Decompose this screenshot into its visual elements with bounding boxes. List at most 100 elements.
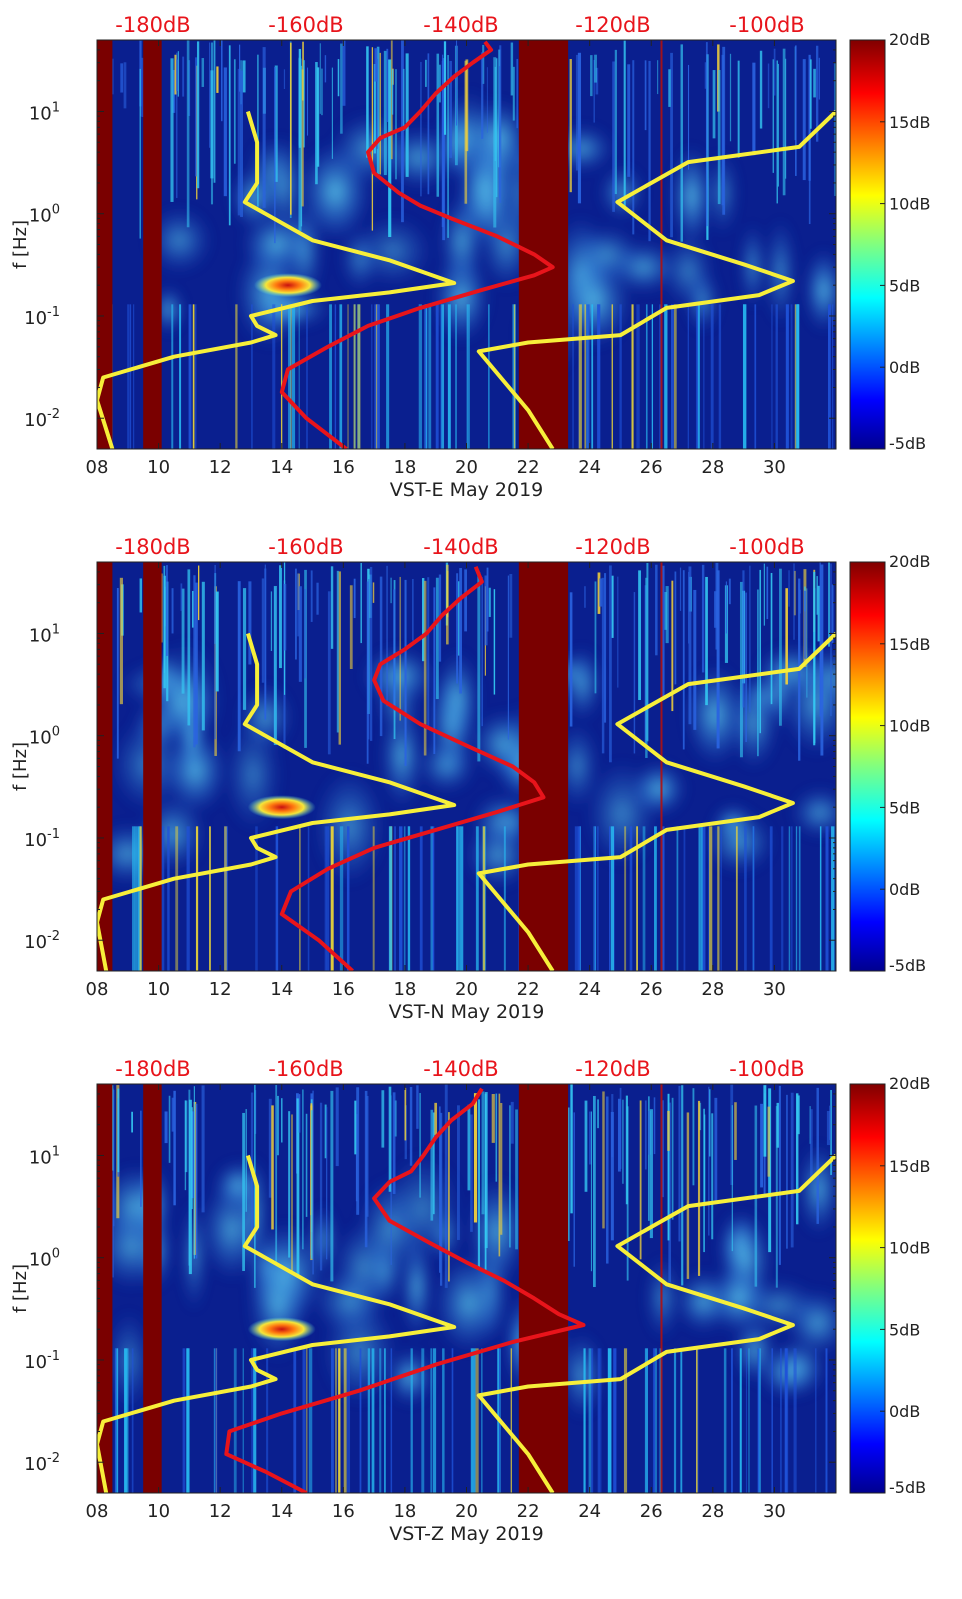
x-tick-label: 30 — [763, 979, 786, 1000]
yellow-curve-b — [476, 1154, 836, 1493]
x-tick-label: 26 — [640, 979, 663, 1000]
x-tick-label: 26 — [640, 1501, 663, 1522]
x-tick-label: 18 — [393, 457, 416, 478]
colorbar-tick-label: 5dB — [889, 276, 920, 295]
y-tick-label: 100 — [29, 203, 60, 227]
spectrogram-panel-2: 08 10 12 14 16 18 20 22 24 26 28 30 101 100 10-1 10-2 f … — [10, 535, 931, 1023]
x-tick-label: 22 — [517, 979, 540, 1000]
colorbar-tick-label: 0dB — [889, 358, 920, 377]
spectrogram-area — [97, 1084, 836, 1493]
x-tick-label: 24 — [578, 457, 601, 478]
x-axis-label: VST-Z May 2019 — [389, 1523, 544, 1545]
y-tick-label: 10-1 — [24, 305, 60, 329]
x-tick-label: 30 — [763, 457, 786, 478]
x-tick-label: 18 — [393, 1501, 416, 1522]
x-tick-label: 16 — [332, 979, 355, 1000]
colorbar-tick-label: 5dB — [889, 798, 920, 817]
yellow-curve-b — [476, 110, 836, 449]
yellow-curve-b — [476, 632, 836, 971]
x-tick-label: 10 — [147, 979, 170, 1000]
x-tick-label: 12 — [209, 979, 232, 1000]
colorbar-tick-label: -5dB — [889, 956, 926, 975]
colorbar-tick-label: 0dB — [889, 880, 920, 899]
colorbar-tick-label: 20dB — [889, 552, 931, 571]
x-tick-label: 22 — [517, 1501, 540, 1522]
colorbar-tick-label: 20dB — [889, 1074, 931, 1093]
x-tick-label: 08 — [86, 979, 109, 1000]
colorbar-tick-label: 5dB — [889, 1320, 920, 1339]
colorbar-tick-label: 0dB — [889, 1402, 920, 1421]
colorbar-tick-label: 10dB — [889, 1239, 931, 1258]
x-tick-label: 14 — [270, 1501, 293, 1522]
top-axis-label: -180dB — [115, 13, 190, 37]
top-axis-label: -160dB — [268, 1057, 343, 1081]
x-tick-label: 22 — [517, 457, 540, 478]
y-tick-label: 10-2 — [24, 1451, 60, 1475]
saturated-band — [518, 562, 569, 971]
top-axis-label: -140dB — [423, 1057, 498, 1081]
colorbar-tick-label: 15dB — [889, 635, 931, 654]
saturated-band — [518, 1084, 569, 1493]
colorbar-tick-label: 10dB — [889, 717, 931, 736]
x-tick-label: 10 — [147, 457, 170, 478]
saturated-band — [97, 40, 113, 449]
saturated-band — [97, 562, 113, 971]
yellow-curve — [97, 1154, 457, 1493]
x-tick-label: 24 — [578, 979, 601, 1000]
x-tick-label: 12 — [209, 457, 232, 478]
top-axis-label: -160dB — [268, 535, 343, 559]
x-tick-label: 20 — [455, 1501, 478, 1522]
colorbar-gradient — [849, 39, 886, 450]
spectral-streaks — [99, 40, 836, 449]
colorbar: 20dB 15dB 10dB 5dB 0dB -5dB — [849, 552, 931, 975]
hot-spot — [247, 795, 316, 820]
spectrogram-panel-1: 08 10 12 14 16 18 20 22 24 26 28 30 101 100 10-1 10-2 f … — [10, 13, 931, 501]
red-curve — [279, 40, 555, 449]
colorbar-gradient — [849, 1083, 886, 1494]
y-axis-label: f [Hz] — [10, 220, 31, 269]
top-axis-label: -120dB — [575, 1057, 650, 1081]
x-tick-label: 30 — [763, 1501, 786, 1522]
spectrogram-area — [97, 40, 836, 449]
y-tick-label: 10-2 — [24, 407, 60, 431]
y-axis-label: f [Hz] — [10, 742, 31, 791]
yellow-curve — [97, 632, 457, 971]
x-tick-label: 14 — [270, 979, 293, 1000]
colorbar-tick-label: -5dB — [889, 434, 926, 453]
hot-spot — [253, 273, 322, 298]
spectrogram-area — [97, 562, 836, 971]
event-line — [660, 40, 663, 449]
top-axis-label: -160dB — [268, 13, 343, 37]
top-axis-label: -120dB — [575, 13, 650, 37]
top-axis-label: -180dB — [115, 535, 190, 559]
colorbar-tick-label: 15dB — [889, 113, 931, 132]
y-tick-label: 101 — [29, 1144, 60, 1168]
x-tick-label: 16 — [332, 457, 355, 478]
saturated-band — [143, 40, 162, 449]
colorbar-tick-label: 20dB — [889, 30, 931, 49]
y-tick-label: 10-2 — [24, 929, 60, 953]
x-tick-label: 10 — [147, 1501, 170, 1522]
top-axis-label: -100dB — [729, 13, 804, 37]
hot-spot — [247, 1317, 316, 1342]
spectrogram-panel-3: 08 10 12 14 16 18 20 22 24 26 28 30 101 100 10-1 10-2 f … — [10, 1057, 931, 1545]
colorbar-tick-label: 15dB — [889, 1157, 931, 1176]
x-tick-label: 28 — [701, 1501, 724, 1522]
event-line — [660, 562, 663, 971]
y-axis-label: f [Hz] — [10, 1264, 31, 1313]
top-axis-label: -100dB — [729, 1057, 804, 1081]
colorbar: 20dB 15dB 10dB 5dB 0dB -5dB — [849, 30, 931, 453]
top-axis-label: -120dB — [575, 535, 650, 559]
x-tick-label: 28 — [701, 979, 724, 1000]
top-axis-label: -100dB — [729, 535, 804, 559]
x-axis-label: VST-E May 2019 — [390, 479, 544, 501]
x-tick-label: 28 — [701, 457, 724, 478]
x-tick-label: 12 — [209, 1501, 232, 1522]
y-tick-label: 10-1 — [24, 1349, 60, 1373]
saturated-band — [143, 1084, 162, 1493]
top-axis-label: -180dB — [115, 1057, 190, 1081]
colorbar-tick-label: 10dB — [889, 195, 931, 214]
red-curve — [224, 1087, 586, 1493]
colorbar-tick-label: -5dB — [889, 1478, 926, 1497]
